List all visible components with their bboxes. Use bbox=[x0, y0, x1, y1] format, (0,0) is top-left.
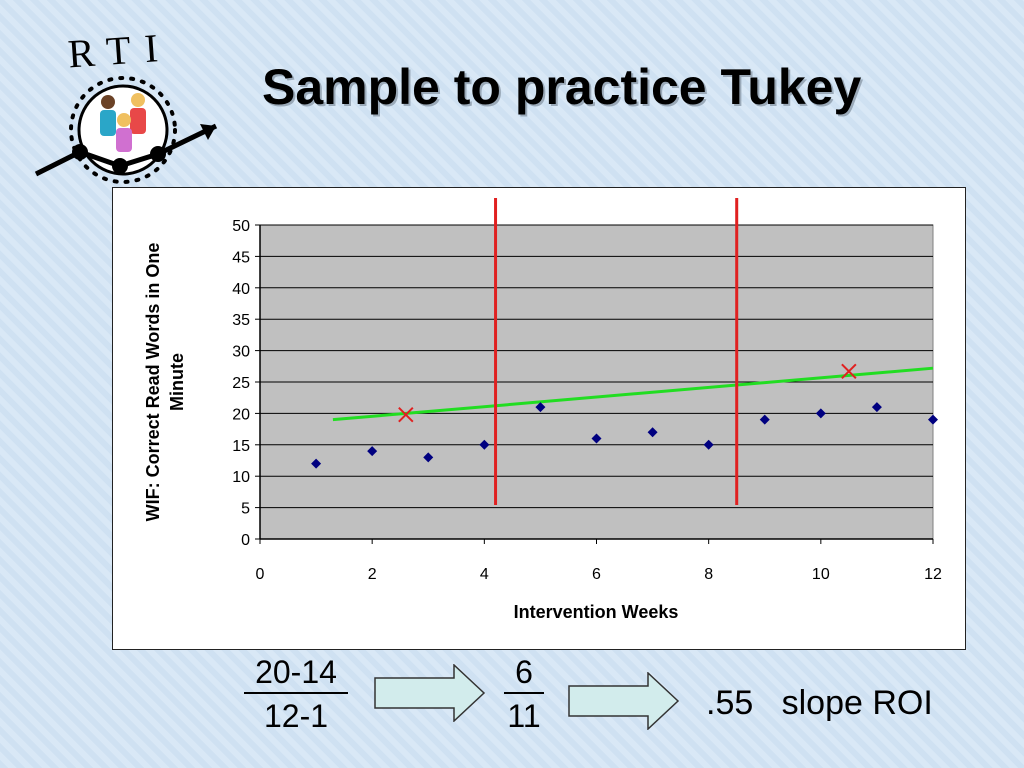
data-point bbox=[423, 452, 434, 463]
y-tick-label: 30 bbox=[232, 344, 250, 361]
logo-text: RTI bbox=[66, 24, 173, 76]
median-x-mark bbox=[398, 406, 414, 423]
fraction-2-numerator: 6 bbox=[504, 652, 544, 694]
median-x-mark bbox=[841, 363, 857, 380]
y-tick-label: 0 bbox=[241, 532, 250, 549]
y-axis-title-line1: WIF: Correct Read Words in One bbox=[143, 243, 163, 522]
x-axis-title: Intervention Weeks bbox=[514, 602, 679, 622]
data-point bbox=[535, 402, 546, 413]
fraction-1: 20-14 12-1 bbox=[244, 652, 348, 738]
right-arrow-icon bbox=[568, 672, 680, 730]
y-tick-label: 15 bbox=[232, 438, 250, 455]
x-tick-label: 4 bbox=[480, 566, 489, 583]
x-tick-label: 10 bbox=[812, 566, 830, 583]
y-tick-label: 40 bbox=[232, 281, 250, 298]
trend-line bbox=[332, 366, 934, 422]
y-tick-label: 50 bbox=[232, 218, 250, 235]
slide-title: Sample to practice Tukey bbox=[262, 59, 862, 115]
right-arrow-icon bbox=[374, 664, 486, 722]
y-tick-label: 10 bbox=[232, 469, 250, 486]
data-point bbox=[647, 427, 658, 438]
fraction-2-denominator: 11 bbox=[507, 698, 541, 734]
data-point bbox=[928, 414, 938, 425]
y-tick-label: 5 bbox=[241, 501, 250, 518]
data-point bbox=[311, 458, 322, 469]
x-tick-label: 0 bbox=[256, 566, 265, 583]
data-point bbox=[591, 433, 602, 444]
rti-logo: RTI bbox=[28, 12, 228, 197]
data-point bbox=[479, 439, 490, 450]
data-point bbox=[703, 439, 714, 450]
data-point bbox=[367, 446, 378, 457]
y-axis-title-line2: Minute bbox=[167, 353, 187, 411]
x-tick-label: 2 bbox=[368, 566, 377, 583]
x-tick-label: 8 bbox=[704, 566, 713, 583]
chart-container: 0 5 10 15 20 25 30 35 40 45 50 0 2 4 6 8 10 12 Interventi… bbox=[112, 187, 966, 650]
data-point bbox=[871, 402, 882, 413]
fraction-2: 6 11 bbox=[504, 652, 544, 738]
fraction-1-denominator: 12-1 bbox=[263, 698, 329, 734]
x-tick-label: 6 bbox=[592, 566, 601, 583]
x-tick-label: 12 bbox=[924, 566, 942, 583]
fraction-1-numerator: 20-14 bbox=[244, 652, 348, 694]
y-tick-label: 25 bbox=[232, 375, 250, 392]
y-tick-label: 35 bbox=[232, 312, 250, 329]
scatter-chart: 0 5 10 15 20 25 30 35 40 45 50 0 2 4 6 8 10 12 Interventi… bbox=[143, 198, 942, 622]
data-point bbox=[759, 414, 770, 425]
y-tick-label: 45 bbox=[232, 249, 250, 266]
y-tick-label: 20 bbox=[232, 406, 250, 423]
data-point bbox=[815, 408, 826, 419]
slope-result: .55 slope ROI bbox=[706, 684, 933, 722]
